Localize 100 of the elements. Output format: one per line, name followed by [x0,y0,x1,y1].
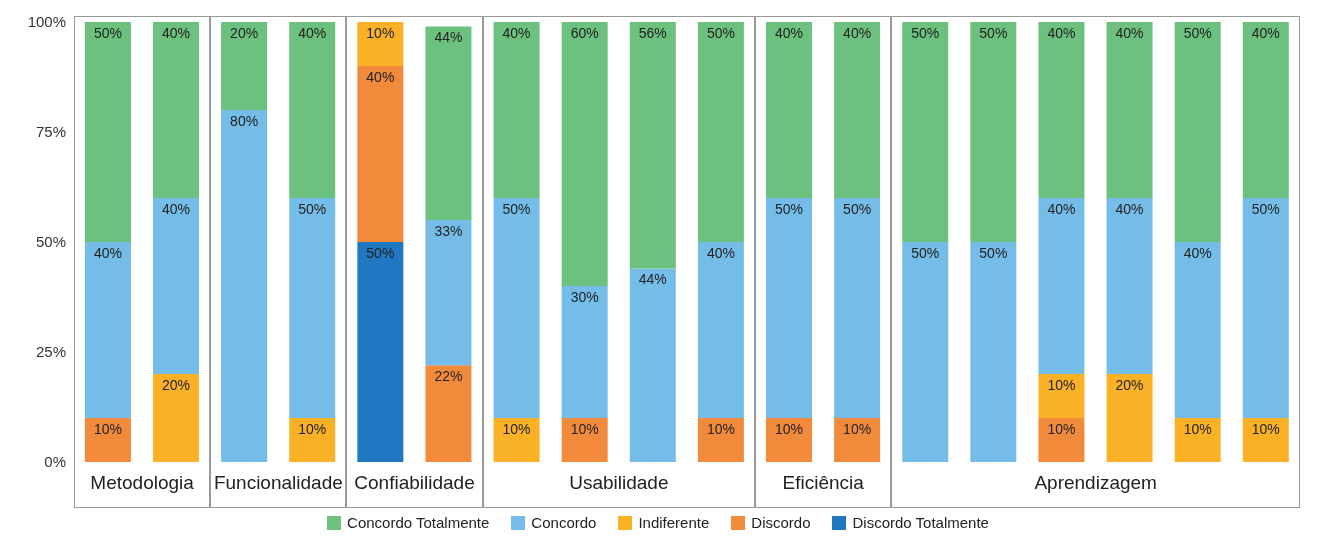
data-label: 50% [298,201,327,217]
data-label: 50% [979,25,1008,41]
bar [357,242,404,462]
data-label: 10% [843,421,872,437]
bar [1038,418,1085,462]
bar [902,242,949,462]
data-label: 50% [911,25,940,41]
data-label: 40% [161,201,191,217]
bar [493,198,540,418]
bar [153,198,200,374]
data-label: 40% [502,25,531,41]
bar [221,110,268,462]
bar [766,198,813,418]
bar [425,26,472,220]
data-label: 20% [230,25,259,41]
y-tick-label: 75% [35,123,66,141]
bar [493,418,540,462]
text: Eficiência [781,472,865,494]
y-tick-label: 0% [44,453,66,471]
text: Funcionalidade [212,472,344,494]
bar [425,220,472,366]
bar [629,268,676,462]
bar [1174,242,1221,418]
data-label: 50% [502,201,531,217]
data-label: 60% [570,25,599,41]
bar [84,242,131,418]
text: Aprendizagem [1033,472,1158,494]
data-label: 40% [366,69,395,85]
legend-label: Discordo [751,514,811,531]
data-label: 40% [843,25,872,41]
data-label: 10% [706,421,735,437]
bar [289,198,336,418]
bar [834,198,881,418]
bar [357,66,404,242]
bar [561,418,608,462]
bar [629,22,676,269]
legend-label: Indiferente [638,514,710,531]
data-label: 20% [161,377,191,393]
bar [1106,22,1153,198]
data-label: 40% [1115,201,1144,217]
data-label: 10% [298,421,327,437]
data-label: 40% [1047,25,1076,41]
data-label: 10% [1183,421,1212,437]
bar [561,22,608,286]
data-label: 40% [161,25,191,41]
data-label: 40% [298,25,327,41]
data-label: 10% [570,421,599,437]
data-label: 30% [570,289,599,305]
bar [697,22,744,242]
bar [84,22,131,242]
data-label: 10% [93,421,122,437]
bar [153,374,200,462]
bar [766,22,813,198]
bar [153,22,200,198]
text: Usabilidade [568,472,670,494]
data-label: 40% [706,245,735,261]
data-label: 50% [843,201,872,217]
bar [1038,198,1085,374]
bar [834,22,881,198]
data-label: 50% [1251,201,1280,217]
y-tick-label: 100% [27,13,66,31]
legend-label: Concordo [531,514,597,531]
data-label: 50% [774,201,804,217]
data-label: 40% [1047,201,1076,217]
bar [766,418,813,462]
bar [970,242,1017,462]
bar [1106,374,1153,462]
bar [1038,22,1085,198]
bar [289,418,336,462]
data-label: 10% [1251,421,1280,437]
bar [221,22,268,110]
data-label: 50% [93,25,122,41]
data-label: 10% [366,25,395,41]
legend-label: Discordo Totalmente [852,514,989,531]
bar [1242,418,1289,462]
bar [697,242,744,418]
data-label: 50% [979,245,1008,261]
data-label: 10% [1047,377,1076,393]
data-label: 20% [1115,377,1144,393]
bar [425,365,472,462]
bar [289,22,336,198]
data-label: 22% [434,368,463,385]
data-label: 40% [1251,25,1280,41]
data-label: 10% [774,421,804,437]
data-label: 33% [434,223,463,239]
data-label: 10% [502,421,531,437]
data-label: 40% [1115,25,1144,41]
bar [1242,198,1289,418]
text: Confiabilidade [353,472,476,494]
data-label: 44% [638,271,667,288]
data-label: 50% [911,245,940,261]
data-label: 40% [1183,245,1212,261]
data-label: 40% [774,25,804,41]
bar [1174,22,1221,242]
bar [834,418,881,462]
bar [561,286,608,418]
y-tick-label: 50% [35,233,66,251]
bar [902,22,949,242]
y-tick-label: 25% [35,343,66,361]
data-label: 50% [706,25,735,41]
